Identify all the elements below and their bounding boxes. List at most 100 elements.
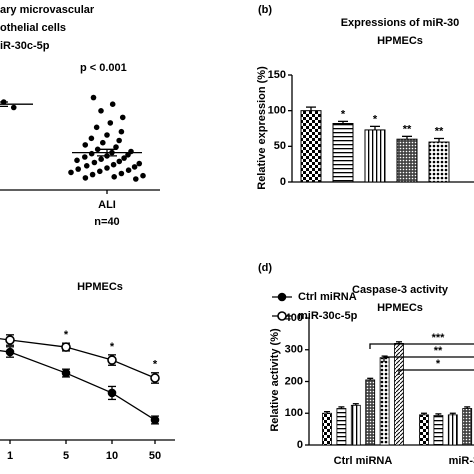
- chart-title: Caspase-3 activity: [352, 284, 449, 296]
- data-point: [109, 101, 116, 107]
- data-point: [61, 342, 71, 352]
- data-point: [100, 139, 106, 146]
- data-point: [121, 155, 127, 161]
- y-tick-label: 400: [285, 312, 303, 324]
- data-point: [88, 150, 95, 157]
- data-point: [136, 160, 143, 167]
- data-point: [104, 132, 110, 138]
- data-point: [97, 168, 103, 175]
- x-tick-label: 10: [106, 450, 118, 462]
- data-point: [118, 128, 125, 135]
- data-point: [131, 164, 138, 170]
- y-axis-label: Relative activity (%): [269, 328, 281, 432]
- bar: [322, 412, 332, 446]
- series-line: [0, 350, 156, 421]
- bar: [394, 342, 404, 446]
- bar: [300, 110, 322, 183]
- data-point: [107, 355, 117, 365]
- value-label: *: [153, 359, 158, 371]
- y-axis-label: Relative expression (%): [256, 66, 268, 190]
- bar: [350, 404, 361, 446]
- x-note: n=40: [94, 216, 119, 228]
- y-tick-label: 0: [297, 439, 303, 451]
- significance-label: **: [434, 345, 443, 357]
- value-label: *: [373, 113, 378, 125]
- data-point: [111, 174, 117, 180]
- data-point: [89, 171, 96, 178]
- y-tick-label: 100: [268, 105, 286, 117]
- value-label: *: [110, 341, 115, 353]
- y-tick-label: 50: [274, 140, 286, 152]
- data-point: [91, 159, 98, 166]
- chart-title: ary microvascular: [0, 4, 95, 16]
- significance-bracket: [398, 369, 474, 375]
- bar: [396, 138, 418, 183]
- data-point: [116, 137, 122, 144]
- data-point: [116, 158, 123, 165]
- chart-title: HPMECs: [377, 302, 423, 314]
- data-point: [74, 157, 80, 164]
- data-point: [104, 165, 110, 171]
- data-point: [5, 335, 15, 345]
- bar: [433, 415, 444, 446]
- x-tick-label: miR-30c: [449, 455, 474, 467]
- value-label: *: [341, 108, 346, 120]
- data-point: [133, 176, 139, 182]
- x-tick-label: ALI: [98, 199, 116, 211]
- y-tick-label: 100: [285, 407, 303, 419]
- bar: [365, 379, 376, 446]
- x-tick-label: 50: [149, 450, 161, 462]
- data-point: [125, 152, 131, 158]
- bar: [336, 408, 347, 446]
- bar: [332, 123, 354, 183]
- x-tick-label: 1: [7, 450, 13, 462]
- data-point: [150, 415, 160, 425]
- significance-bracket: [369, 343, 474, 349]
- chart-title: Expressions of miR-30: [341, 17, 460, 29]
- data-point: [5, 347, 15, 357]
- annotation: p < 0.001: [80, 62, 127, 74]
- data-point: [98, 108, 104, 114]
- legend-marker: [277, 292, 287, 302]
- bar: [364, 129, 386, 183]
- y-tick-label: 0: [280, 176, 286, 188]
- chart-title: iR-30c-5p: [0, 40, 50, 52]
- bar: [447, 414, 458, 446]
- data-point: [90, 94, 97, 101]
- data-point: [61, 368, 71, 378]
- x-tick-label: Ctrl miRNA: [334, 455, 393, 467]
- significance-label: *: [436, 358, 441, 370]
- y-tick-label: 150: [268, 69, 286, 81]
- panel-label: (b): [258, 4, 272, 16]
- data-point: [107, 120, 114, 126]
- y-tick-label: 200: [285, 375, 303, 387]
- data-point: [150, 373, 160, 383]
- legend-marker: [277, 311, 287, 321]
- bar: [428, 141, 450, 183]
- data-point: [75, 166, 81, 172]
- bar: [379, 357, 390, 446]
- data-point: [82, 154, 88, 160]
- data-point: [113, 144, 119, 150]
- legend-label: miR-30c-5p: [298, 310, 358, 322]
- legend-label: Ctrl miRNA: [298, 291, 357, 303]
- panel-label: (d): [258, 262, 272, 274]
- significance-bracket: [383, 356, 474, 362]
- value-label: **: [435, 125, 444, 137]
- data-point: [82, 142, 89, 148]
- data-point: [107, 388, 117, 398]
- bar: [419, 414, 429, 446]
- data-point: [125, 167, 132, 173]
- bar: [462, 408, 473, 446]
- data-point: [110, 161, 117, 168]
- x-tick-label: 5: [63, 450, 69, 462]
- data-point: [68, 169, 74, 176]
- chart-title: othelial cells: [0, 22, 66, 34]
- significance-label: ***: [432, 332, 446, 344]
- data-point: [88, 135, 95, 142]
- data-point: [140, 172, 146, 179]
- data-point: [10, 104, 17, 111]
- data-point: [93, 124, 100, 131]
